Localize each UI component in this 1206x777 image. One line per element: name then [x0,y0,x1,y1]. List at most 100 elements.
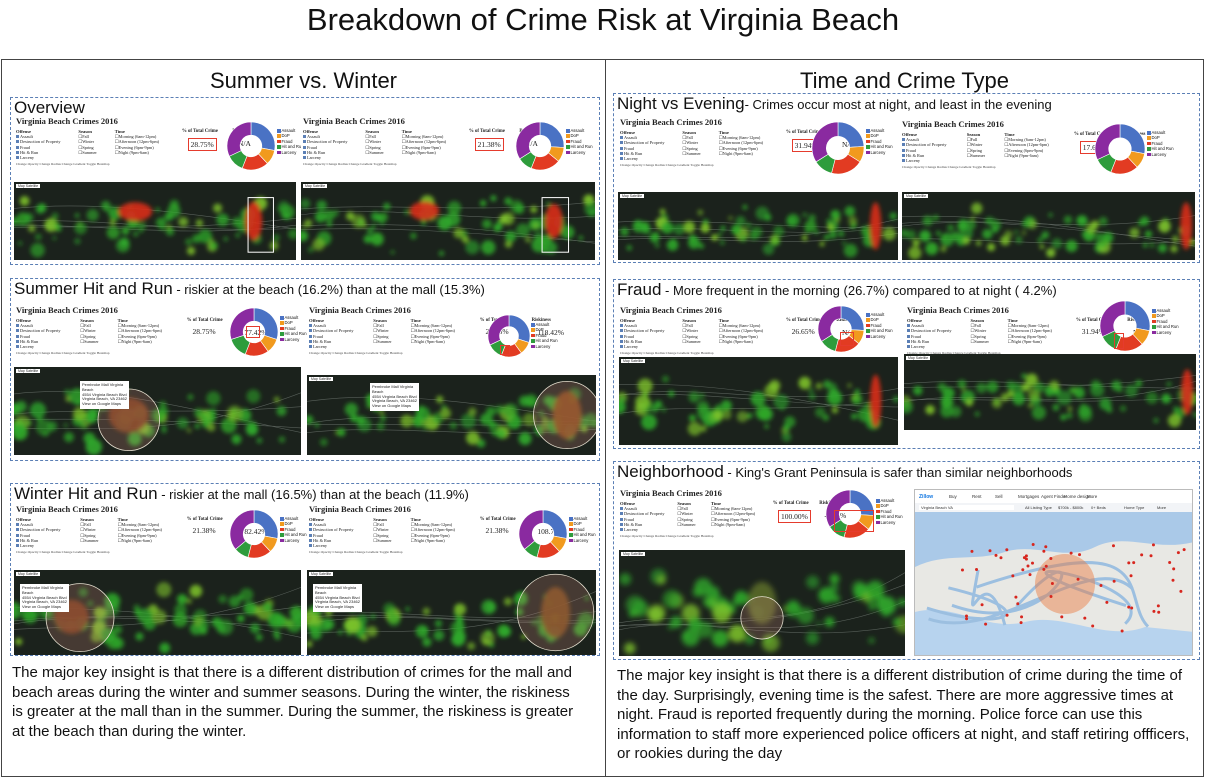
listing-marker[interactable] [1083,616,1087,620]
listing-marker[interactable] [1127,561,1131,565]
time-filter[interactable]: Time ☐Morning (6am-12pm) ☐Afternoon (12pm-… [118,318,162,344]
offense-filter[interactable]: Offense Assault Destruction of Property Fra… [16,129,61,160]
offense-option[interactable]: Fraud [309,334,354,339]
offense-option[interactable]: Destruction of Property [303,139,348,144]
season-option[interactable]: ☐Summer [373,338,392,344]
season-option[interactable]: ☐Summer [365,149,384,155]
listing-marker[interactable] [1042,549,1046,553]
offense-filter[interactable]: Offense Assault Destruction of Property Fra… [16,517,61,548]
listing-marker[interactable] [1099,584,1103,588]
time-option[interactable]: ☐Night (9pm-6am) [117,537,152,543]
season-filter[interactable]: Season ☐Fall ☐Winter ☐Spring ☐Summer [682,318,700,344]
listing-marker[interactable] [1019,621,1023,625]
map-type-toggle[interactable]: Map Satellite [309,377,334,381]
offense-option[interactable]: Assault [16,522,61,527]
offense-option[interactable]: Hit & Run [16,538,61,543]
offense-option[interactable]: Larceny [16,155,61,160]
season-filter[interactable]: Season ☐Fall ☐Winter ☐Spring ☐Summer [967,132,985,158]
zillow-searchbar[interactable]: Virginia Beach VA All Listing Type $700k -… [915,503,1192,512]
map-type-toggle[interactable]: Map Satellite [309,572,334,576]
offense-option[interactable]: Hit & Run [902,153,947,158]
season-option[interactable]: ☐Summer [78,149,97,155]
season-option[interactable]: ☐Winter [682,328,699,334]
zillow-map[interactable]: Zillow Buy Rent Sell Mortgages Agent Finder Ho… [914,489,1193,656]
offense-option[interactable]: Assault [309,323,354,328]
listing-marker[interactable] [1024,554,1028,558]
offense-option[interactable]: Larceny [907,344,952,349]
season-option[interactable]: ☐Summer [373,537,392,543]
offense-option[interactable]: Destruction of Property [16,527,61,532]
time-option[interactable]: ☐Morning (6am-12pm) [718,135,761,141]
crime-heatmap[interactable]: Map Satellite [902,192,1195,260]
season-option[interactable]: ☐Fall [682,135,693,141]
map-control-buttons[interactable]: Change Opacity Change Radius Change Grad… [16,162,110,166]
time-option[interactable]: ☐Morning (6am-12pm) [410,323,453,329]
season-option[interactable]: ☐Winter [373,328,389,334]
listing-marker[interactable] [1069,551,1073,555]
season-filter[interactable]: Season ☐Fall ☐Winter ☐Spring ☐Summer [373,318,391,344]
map-type-toggle[interactable]: Map Satellite [906,356,931,360]
offense-option[interactable]: Assault [16,323,61,328]
time-option[interactable]: ☐Evening (6pm-9pm) [718,145,758,151]
offense-option[interactable]: Assault [16,134,61,139]
zillow-nav-item[interactable]: Home design [1064,494,1091,499]
season-option[interactable]: ☐Winter [78,139,95,145]
listing-marker[interactable] [1060,615,1064,619]
listing-marker[interactable] [1129,574,1133,578]
map-type-toggle[interactable]: Map Satellite [904,194,929,198]
offense-option[interactable]: Hit & Run [309,339,354,344]
offense-option[interactable]: Larceny [902,158,947,163]
season-option[interactable]: ☐Summer [682,338,701,344]
time-option[interactable]: ☐Morning (6am-12pm) [410,522,453,528]
listing-marker[interactable] [1049,594,1053,598]
offense-option[interactable]: Larceny [309,344,354,349]
time-option[interactable]: ☐Evening (6pm-9pm) [1007,333,1047,339]
time-option[interactable]: ☐Afternoon (12pm-6pm) [718,328,764,334]
season-filter[interactable]: Season ☐Fall ☐Winter ☐Spring ☐Summer [677,501,695,527]
crime-heatmap[interactable]: Map Satellite [307,570,596,655]
offense-option[interactable]: Destruction of Property [620,140,665,145]
offense-option[interactable]: Fraud [309,533,354,538]
listing-marker[interactable] [1005,548,1009,552]
time-option[interactable]: ☐Night (9pm-6am) [1004,152,1039,158]
season-option[interactable]: ☐Spring [970,333,986,339]
time-filter[interactable]: Time ☐Morning (6am-12pm) ☐Afternoon (12pm-… [1008,318,1052,344]
offense-option[interactable]: Hit & Run [620,339,665,344]
crime-heatmap[interactable]: Map Satellite [14,182,296,260]
zillow-nav-item[interactable]: Sell [995,494,1003,499]
offense-option[interactable]: Hit & Run [620,522,665,527]
time-option[interactable]: ☐Morning (6am-12pm) [401,134,444,140]
time-option[interactable]: ☐Night (9pm-6am) [718,338,753,344]
season-option[interactable]: ☐Winter [80,527,96,533]
time-option[interactable]: ☐Afternoon (12pm-6pm) [410,328,455,334]
listing-marker[interactable] [984,622,988,626]
listing-marker[interactable] [988,549,992,553]
listing-marker[interactable] [1021,568,1025,572]
listing-marker[interactable] [1014,595,1018,599]
time-option[interactable]: ☐Evening (6pm-9pm) [410,333,450,339]
listing-marker[interactable] [1168,560,1172,564]
offense-option[interactable]: Hit & Run [16,150,61,155]
time-option[interactable]: ☐Morning (6am-12pm) [1004,137,1046,143]
season-option[interactable]: ☐Winter [80,328,96,334]
zillow-filter[interactable]: 0+ Beds [1091,505,1106,510]
offense-filter[interactable]: Offense Assault Destruction of Property Fra… [303,129,348,160]
offense-option[interactable]: Assault [620,506,665,511]
season-filter[interactable]: Season ☐Fall ☐Winter ☐Spring ☐Summer [78,129,96,155]
season-option[interactable]: ☐Summer [966,152,986,158]
offense-option[interactable]: Larceny [309,543,354,548]
time-filter[interactable]: Time ☐Morning (6am-12pm) ☐Afternoon (12pm-… [411,318,455,344]
season-option[interactable]: ☐Summer [80,338,99,344]
listing-marker[interactable] [1172,567,1176,571]
offense-filter[interactable]: Offense Assault Destruction of Property Fra… [620,501,665,532]
season-option[interactable]: ☐Spring [373,532,389,538]
season-option[interactable]: ☐Winter [373,527,389,533]
offense-option[interactable]: Destruction of Property [620,328,665,333]
crime-heatmap[interactable]: Map Satellite [14,570,301,655]
map-type-toggle[interactable]: Map Satellite [303,184,328,188]
time-option[interactable]: ☐Morning (6am-12pm) [710,506,753,512]
offense-option[interactable]: Hit & Run [907,339,952,344]
map-control-buttons[interactable]: Change Opacity Change Radius Change Grad… [620,163,714,167]
season-option[interactable]: ☐Fall [373,522,384,528]
offense-option[interactable]: Destruction of Property [902,142,947,147]
